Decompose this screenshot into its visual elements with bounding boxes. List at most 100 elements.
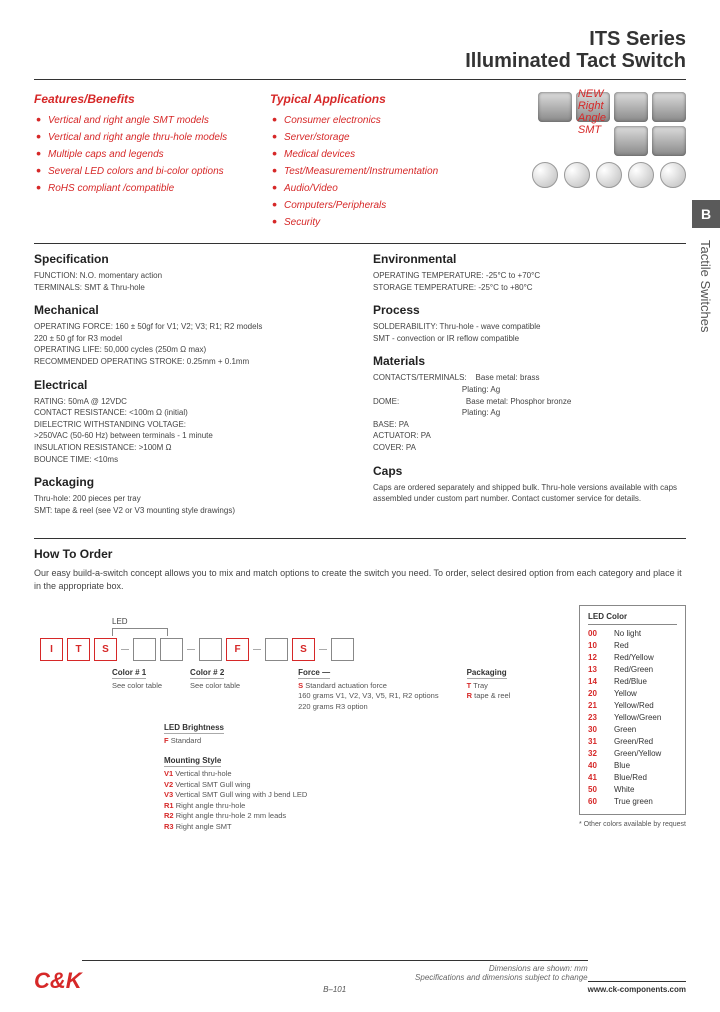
order-box-empty — [331, 638, 354, 661]
force-title: Force — — [298, 667, 330, 679]
feature-item: Vertical and right angle SMT models — [36, 112, 252, 129]
cap-photo — [532, 162, 558, 188]
led-color-table: LED Color 00No light10Red12Red/Yellow13R… — [579, 605, 686, 815]
order-box: S — [94, 638, 117, 661]
led-color-row: 41Blue/Red — [588, 772, 677, 784]
order-box-empty — [199, 638, 222, 661]
cap-photo — [628, 162, 654, 188]
order-box: I — [40, 638, 63, 661]
application-item: Computers/Peripherals — [272, 197, 488, 214]
switch-photo — [614, 126, 648, 156]
application-item: Medical devices — [272, 146, 488, 163]
application-item: Test/Measurement/Instrumentation — [272, 163, 488, 180]
mech-title: Mechanical — [34, 303, 347, 317]
led-color-row: 60True green — [588, 796, 677, 808]
color2-title: Color # 2 — [190, 667, 224, 679]
pkg-codes: T TrayR tape & reel — [467, 681, 511, 701]
applications-title: Typical Applications — [270, 92, 488, 106]
color1-title: Color # 1 — [112, 667, 146, 679]
order-area: LED I T S F S Colo — [34, 605, 686, 841]
brand-logo: C&K — [34, 968, 82, 994]
led-color-row: 21Yellow/Red — [588, 700, 677, 712]
led-color-row: 12Red/Yellow — [588, 652, 677, 664]
order-box: F — [226, 638, 249, 661]
mount-title: Mounting Style — [164, 755, 221, 767]
env-title: Environmental — [373, 252, 686, 266]
led-label: LED — [112, 617, 563, 626]
order-box-empty — [133, 638, 156, 661]
led-color-row: 32Green/Yellow — [588, 748, 677, 760]
led-color-row: 14Red/Blue — [588, 676, 677, 688]
led-color-row: 31Green/Red — [588, 736, 677, 748]
application-item: Consumer electronics — [272, 112, 488, 129]
page-number: B–101 — [82, 985, 588, 994]
led-color-row: 50White — [588, 784, 677, 796]
specifications: Specification FUNCTION: N.O. momentary a… — [34, 252, 686, 526]
tab-letter: B — [692, 200, 720, 228]
features-column: Features/Benefits Vertical and right ang… — [34, 92, 252, 231]
bright-codes: F Standard — [164, 736, 201, 745]
spec-left: Specification FUNCTION: N.O. momentary a… — [34, 252, 347, 526]
caps-title: Caps — [373, 464, 686, 478]
led-color-note: * Other colors available by request — [579, 821, 686, 828]
product-images: NEW Right Angle SMT — [506, 92, 686, 231]
application-item: Security — [272, 214, 488, 231]
feature-item: Vertical and right angle thru-hole model… — [36, 129, 252, 146]
switch-photo — [538, 92, 572, 122]
spec-right: Environmental OPERATING TEMPERATURE: -25… — [373, 252, 686, 526]
mat-text: CONTACTS/TERMINALS: Base metal: brass Pl… — [373, 372, 686, 453]
application-item: Server/storage — [272, 129, 488, 146]
led-color-row: 30Green — [588, 724, 677, 736]
product-title: Illuminated Tact Switch — [34, 50, 686, 73]
switch-photo — [652, 92, 686, 122]
header: ITS Series Illuminated Tact Switch — [34, 28, 686, 73]
led-color-title: LED Color — [588, 612, 677, 625]
led-color-row: 23Yellow/Green — [588, 712, 677, 724]
datasheet-page: ITS Series Illuminated Tact Switch Featu… — [0, 0, 720, 1012]
color1-desc: See color table — [112, 681, 162, 690]
order-box: T — [67, 638, 90, 661]
applications-column: Typical Applications Consumer electronic… — [270, 92, 488, 231]
force-codes: S Standard actuation force 160 grams V1,… — [298, 681, 439, 711]
features-title: Features/Benefits — [34, 92, 252, 106]
application-item: Audio/Video — [272, 180, 488, 197]
cap-photo — [564, 162, 590, 188]
led-bracket — [112, 628, 168, 636]
color2-desc: See color table — [190, 681, 240, 690]
feature-item: RoHS compliant /compatible — [36, 180, 252, 197]
mat-title: Materials — [373, 354, 686, 368]
led-color-row: 10Red — [588, 640, 677, 652]
switch-photo — [652, 126, 686, 156]
footer-disclaimer: Dimensions are shown: mm Specifications … — [82, 964, 588, 982]
footer: C&K Dimensions are shown: mm Specificati… — [34, 960, 686, 994]
order-diagram: LED I T S F S Colo — [34, 605, 563, 841]
spec-text: FUNCTION: N.O. momentary action TERMINAL… — [34, 270, 347, 293]
howto-title: How To Order — [34, 547, 686, 561]
mech-text: OPERATING FORCE: 160 ± 50gf for V1; V2; … — [34, 321, 347, 367]
elec-title: Electrical — [34, 378, 347, 392]
side-tab: B Tactile Switches — [692, 200, 720, 332]
caps-text: Caps are ordered separately and shipped … — [373, 482, 686, 505]
pkg-opt-title: Packaging — [467, 667, 507, 679]
order-box-empty — [160, 638, 183, 661]
mount-codes: V1 Vertical thru-holeV2 Vertical SMT Gul… — [164, 769, 307, 831]
tab-label: Tactile Switches — [692, 240, 713, 332]
pkg-text: Thru-hole: 200 pieces per tray SMT: tape… — [34, 493, 347, 516]
new-badge: NEW Right Angle SMT — [578, 88, 606, 136]
spec-title: Specification — [34, 252, 347, 266]
env-text: OPERATING TEMPERATURE: -25°C to +70°C ST… — [373, 270, 686, 293]
cap-photo — [596, 162, 622, 188]
cap-photo — [660, 162, 686, 188]
led-color-row: 00No light — [588, 628, 677, 640]
bright-title: LED Brightness — [164, 722, 224, 734]
rule — [34, 243, 686, 244]
footer-url: www.ck-components.com — [588, 985, 686, 994]
led-color-row: 40Blue — [588, 760, 677, 772]
top-section: Features/Benefits Vertical and right ang… — [34, 92, 686, 231]
proc-text: SOLDERABILITY: Thru-hole - wave compatib… — [373, 321, 686, 344]
pkg-title: Packaging — [34, 475, 347, 489]
feature-item: Several LED colors and bi-color options — [36, 163, 252, 180]
feature-item: Multiple caps and legends — [36, 146, 252, 163]
howto-text: Our easy build-a-switch concept allows y… — [34, 567, 686, 592]
led-color-row: 20Yellow — [588, 688, 677, 700]
